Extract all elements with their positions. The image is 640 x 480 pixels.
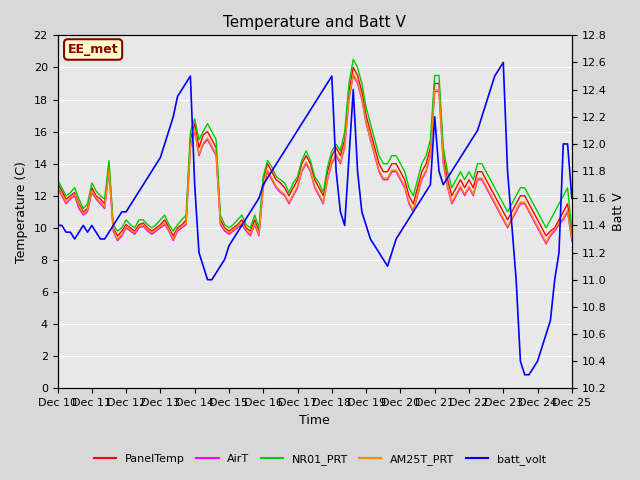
AM25T_PRT (405, 199, 413, 205)
Line: AM25T_PRT: AM25T_PRT (58, 74, 572, 242)
batt_volt (401, 223, 408, 228)
NR01_PRT (276, 177, 284, 182)
NR01_PRT (349, 57, 357, 62)
NR01_PRT (410, 193, 417, 199)
PanelTemp (384, 169, 392, 175)
AM25T_PRT (568, 236, 576, 242)
batt_volt (521, 372, 529, 378)
AM25T_PRT (538, 231, 546, 237)
NR01_PRT (105, 157, 113, 163)
batt_volt (375, 250, 383, 255)
X-axis label: Time: Time (300, 414, 330, 427)
Line: AirT: AirT (58, 75, 572, 244)
AirT (380, 177, 387, 182)
Line: batt_volt: batt_volt (58, 62, 572, 375)
Y-axis label: Batt V: Batt V (612, 192, 625, 231)
AirT (542, 241, 550, 247)
NR01_PRT (114, 228, 122, 234)
PanelTemp (410, 201, 417, 207)
Title: Temperature and Batt V: Temperature and Batt V (223, 15, 406, 30)
NR01_PRT (384, 161, 392, 167)
Legend: PanelTemp, AirT, NR01_PRT, AM25T_PRT, batt_volt: PanelTemp, AirT, NR01_PRT, AM25T_PRT, ba… (90, 450, 550, 469)
AM25T_PRT (54, 183, 61, 189)
AirT (54, 185, 61, 191)
batt_volt (54, 223, 61, 228)
AM25T_PRT (542, 240, 550, 245)
PanelTemp (105, 161, 113, 167)
AM25T_PRT (272, 183, 280, 189)
AirT (173, 228, 181, 234)
batt_volt (499, 60, 507, 65)
Line: PanelTemp: PanelTemp (58, 67, 572, 236)
NR01_PRT (568, 228, 576, 234)
PanelTemp (276, 180, 284, 186)
AirT (349, 72, 357, 78)
NR01_PRT (542, 225, 550, 231)
batt_volt (568, 195, 576, 201)
NR01_PRT (54, 177, 61, 182)
Line: NR01_PRT: NR01_PRT (58, 60, 572, 231)
PanelTemp (114, 233, 122, 239)
PanelTemp (54, 180, 61, 186)
batt_volt (542, 331, 550, 337)
AirT (105, 169, 113, 175)
batt_volt (105, 229, 113, 235)
Y-axis label: Temperature (C): Temperature (C) (15, 161, 28, 263)
PanelTemp (178, 222, 186, 228)
NR01_PRT (178, 217, 186, 223)
Text: EE_met: EE_met (68, 43, 118, 56)
PanelTemp (568, 233, 576, 239)
AM25T_PRT (105, 167, 113, 173)
PanelTemp (349, 64, 357, 70)
AirT (568, 238, 576, 243)
PanelTemp (542, 233, 550, 239)
AM25T_PRT (380, 175, 387, 181)
AirT (272, 185, 280, 191)
batt_volt (272, 161, 280, 167)
AirT (538, 233, 546, 239)
AM25T_PRT (349, 71, 357, 77)
batt_volt (173, 94, 181, 99)
AirT (405, 201, 413, 207)
AM25T_PRT (173, 227, 181, 232)
